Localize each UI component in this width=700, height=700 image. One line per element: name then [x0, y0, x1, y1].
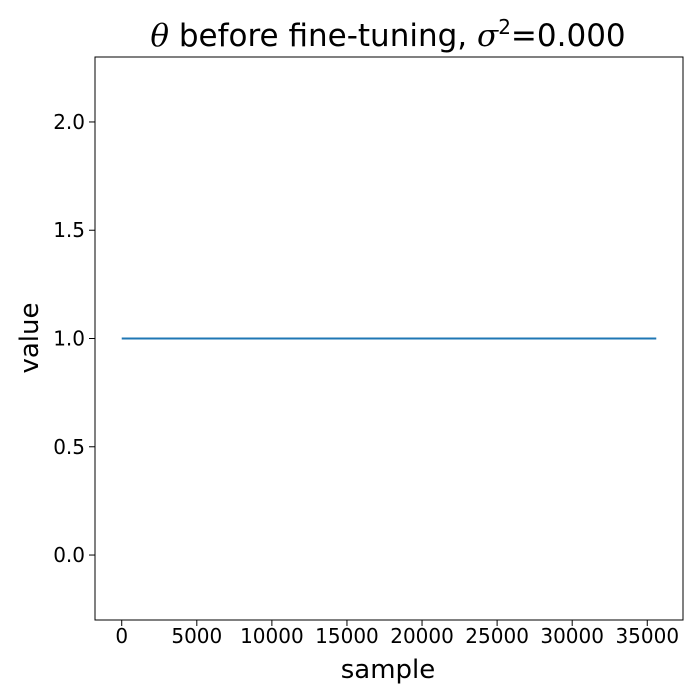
x-tick-label: 35000 — [615, 624, 679, 648]
x-tick-label: 20000 — [390, 624, 454, 648]
plot-frame — [94, 56, 684, 621]
chart-title: θ before fine-tuning, σ2=0.000 — [150, 15, 625, 54]
x-tick-label: 30000 — [540, 624, 604, 648]
x-tick-label: 25000 — [465, 624, 529, 648]
plot-area: 0 5000 10000 15000 20000 25000 30000 35000 0.0 0.… — [53, 56, 684, 648]
y-tick-label: 0.0 — [53, 543, 85, 567]
x-tick-label: 5000 — [171, 624, 222, 648]
y-tick-label: 1.5 — [53, 218, 85, 242]
y-axis-label: value — [15, 302, 45, 373]
x-axis-label: sample — [341, 655, 436, 685]
x-tick-label: 15000 — [315, 624, 379, 648]
y-tick-label: 2.0 — [53, 110, 85, 134]
x-tick-label: 0 — [115, 624, 128, 648]
y-tick-label: 1.0 — [53, 327, 85, 351]
y-tick-label: 0.5 — [53, 435, 85, 459]
x-tick-label: 10000 — [240, 624, 304, 648]
